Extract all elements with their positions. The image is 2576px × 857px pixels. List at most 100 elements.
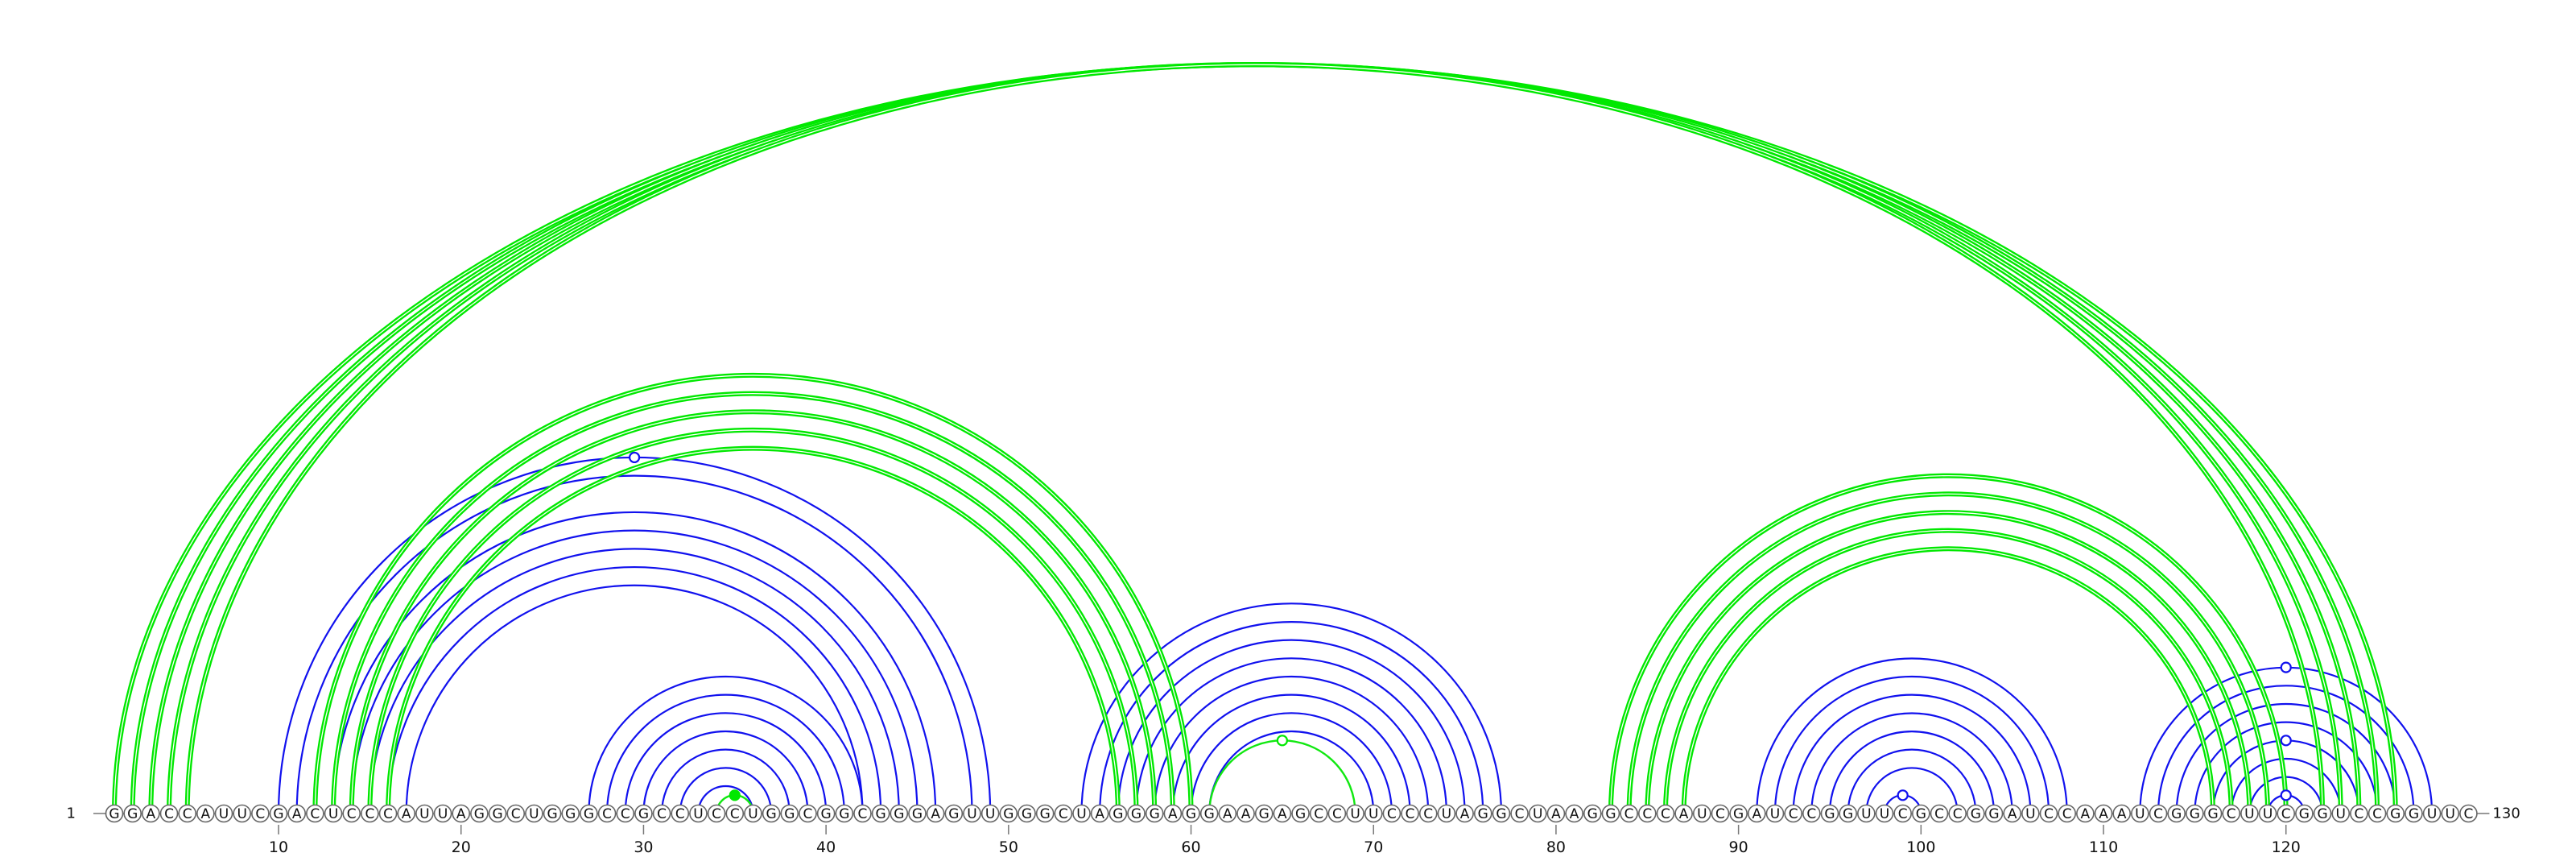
nucleotide-letter: G xyxy=(638,806,649,822)
nucleotide-16: C xyxy=(378,804,398,823)
nucleotide-circle xyxy=(1674,804,1693,823)
nucleotide-92: U xyxy=(1765,804,1785,823)
green-pair-arc-core-83-120 xyxy=(1610,474,2287,814)
nucleotide-72: C xyxy=(1401,804,1419,823)
nucleotide-letter: A xyxy=(1095,806,1104,822)
position-axis: 10 20 30 40 50 60 70 80 90 100 110 120 xyxy=(269,825,2301,856)
nucleotide-letter: A xyxy=(1278,806,1287,822)
nucleotide-37: G xyxy=(762,804,781,823)
nucleotide-letter: U xyxy=(2446,806,2455,822)
nucleotide-34: C xyxy=(707,804,726,823)
nucleotide-circle xyxy=(2021,804,2040,823)
nucleotide-circle xyxy=(926,804,945,823)
blue-pair-arc-95-104 xyxy=(1828,730,1996,814)
nucleotide-letter: C xyxy=(657,806,667,822)
nucleotide-letter: G xyxy=(547,806,557,822)
nucleotide-letter: C xyxy=(1806,806,1816,822)
nucleotide-letter: U xyxy=(1880,806,1889,822)
nucleotide-90: G xyxy=(1729,804,1748,823)
nucleotide-letter: U xyxy=(2336,806,2346,822)
nucleotide-letter: C xyxy=(803,806,813,822)
green-pair-arc-core-86-117 xyxy=(1665,530,2232,814)
nucleotide-letter: A xyxy=(2008,806,2017,822)
nucleotide-circle xyxy=(2350,804,2368,823)
nucleotide-letter: U xyxy=(219,806,229,822)
green-pair-arc-83-120 xyxy=(1608,473,2289,814)
nucleotide-circle xyxy=(123,804,142,823)
nucleotide-35: C xyxy=(725,804,745,823)
pair-marker-119-121 xyxy=(2280,789,2292,801)
nucleotide-letter: C xyxy=(347,806,357,822)
nucleotide-circle xyxy=(1273,804,1292,823)
tick-label-10: 10 xyxy=(269,838,288,856)
nucleotide-46: A xyxy=(926,804,945,823)
nucleotide-circle xyxy=(1967,804,1985,823)
nucleotide-60: G xyxy=(1182,804,1200,823)
pair-marker-34-36 xyxy=(729,789,741,801)
nucleotide-20: A xyxy=(452,804,471,823)
nucleotide-circle xyxy=(1199,804,1219,823)
nucleotide-106: U xyxy=(2021,804,2040,823)
nucleotide-letter: G xyxy=(2171,806,2182,822)
blue-pair-arc-56-75 xyxy=(1117,639,1466,814)
nucleotide-circle xyxy=(1163,804,1183,823)
nucleotide-49: U xyxy=(980,804,1000,823)
nucleotide-64: G xyxy=(1254,804,1274,823)
nucleotide-letter: A xyxy=(1551,806,1561,822)
nucleotide-circle xyxy=(287,804,307,823)
nucleotide-68: C xyxy=(1327,804,1347,823)
nucleotide-letter: C xyxy=(2062,806,2072,822)
nucleotide-letter: C xyxy=(1789,806,1798,822)
nucleotide-letter: U xyxy=(2025,806,2035,822)
nucleotide-7: U xyxy=(214,804,233,823)
nucleotide-circle xyxy=(1912,804,1930,823)
blue-pair-arc-97-102 xyxy=(1865,767,1959,814)
nucleotide-103: G xyxy=(1967,804,1985,823)
nucleotide-letter: G xyxy=(1295,806,1306,822)
blue-pair-arc-61-70 xyxy=(1208,730,1375,814)
nucleotide-letter: G xyxy=(1916,806,1926,822)
nucleotide-circle xyxy=(1583,804,1602,823)
nucleotide-letter: C xyxy=(310,806,320,822)
nucleotide-50: G xyxy=(999,804,1018,823)
nucleotide-circle xyxy=(1418,804,1438,823)
nucleotide-letter: C xyxy=(1661,806,1670,822)
nucleotide-letter: A xyxy=(1168,806,1178,822)
nucleotide-letter: U xyxy=(1770,806,1780,822)
nucleotide-circle xyxy=(853,804,872,823)
pair-marker-10-49 xyxy=(628,451,641,464)
nucleotide-88: U xyxy=(1692,804,1711,823)
nucleotide-circle xyxy=(105,804,124,823)
nucleotide-94: C xyxy=(1802,804,1821,823)
nucleotide-letter: C xyxy=(365,806,374,822)
nucleotide-circle xyxy=(890,804,909,823)
nucleotide-8: U xyxy=(233,804,251,823)
blue-pair-arc-11-48 xyxy=(295,474,973,814)
nucleotide-letter: A xyxy=(1460,806,1470,822)
tick-label-70: 70 xyxy=(1364,838,1383,856)
nucleotide-79: U xyxy=(1528,804,1547,823)
nucleotide-circle xyxy=(2058,804,2076,823)
nucleotide-letter: C xyxy=(1387,806,1397,822)
blue-pair-arc-113-127 xyxy=(2157,685,2415,814)
nucleotide-12: C xyxy=(306,804,324,823)
nucleotide-100: G xyxy=(1912,804,1930,823)
nucleotide-letter: U xyxy=(693,806,703,822)
nucleotide-letter: C xyxy=(2463,806,2473,822)
nucleotide-letter: U xyxy=(1076,806,1086,822)
nucleotide-letter: U xyxy=(748,806,758,822)
nucleotide-23: C xyxy=(506,804,526,823)
nucleotide-circle xyxy=(1254,804,1274,823)
nucleotide-letter: C xyxy=(2281,806,2291,822)
nucleotide-letter: G xyxy=(894,806,904,822)
nucleotide-letter: A xyxy=(201,806,211,822)
nucleotide-circle xyxy=(1748,804,1766,823)
nucleotide-letter: C xyxy=(1059,806,1068,822)
nucleotide-67: C xyxy=(1309,804,1328,823)
nucleotide-letter: A xyxy=(2099,806,2108,822)
blue-pair-arc-92-107 xyxy=(1773,675,2050,814)
pair-markers xyxy=(628,451,2292,801)
nucleotide-circle xyxy=(251,804,270,823)
nucleotide-letter: G xyxy=(1204,806,1215,822)
nucleotide-circle xyxy=(689,804,708,823)
